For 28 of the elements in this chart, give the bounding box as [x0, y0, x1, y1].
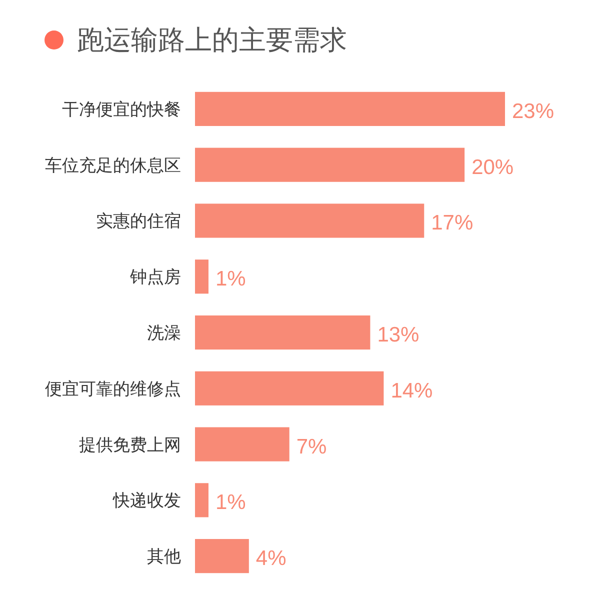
y-tick-label: 提供免费上网: [79, 435, 181, 454]
bar: [195, 483, 208, 518]
data-label: 23%: [512, 100, 554, 123]
y-tick-label: 钟点房: [129, 268, 181, 287]
data-label: 20%: [472, 156, 514, 179]
y-tick-label: 便宜可靠的维修点: [45, 379, 181, 398]
y-tick-label: 其他: [147, 547, 181, 566]
y-tick-label: 洗澡: [147, 324, 181, 342]
bar: [195, 92, 505, 126]
data-label: 14%: [390, 379, 433, 402]
bar: [195, 427, 290, 462]
data-label: 13%: [377, 324, 420, 346]
data-label: 1%: [215, 491, 246, 514]
bar: [195, 371, 384, 406]
y-tick-label: 快递收发: [112, 491, 181, 510]
bar: [195, 148, 465, 182]
y-tick-label: 实惠的住宿: [96, 212, 181, 231]
data-label: 4%: [256, 547, 286, 570]
y-tick-label: 干净便宜的快餐: [62, 100, 181, 119]
data-label: 7%: [296, 435, 327, 458]
y-tick-label: 车位充足的休息区: [45, 156, 181, 175]
data-label: 17%: [431, 212, 474, 235]
bar: [195, 539, 249, 574]
bar: [195, 204, 424, 238]
bar: [195, 260, 208, 294]
chart-title: 跑运输路上的主要需求: [77, 25, 347, 55]
bar: [195, 315, 370, 350]
data-label: 1%: [215, 268, 246, 291]
